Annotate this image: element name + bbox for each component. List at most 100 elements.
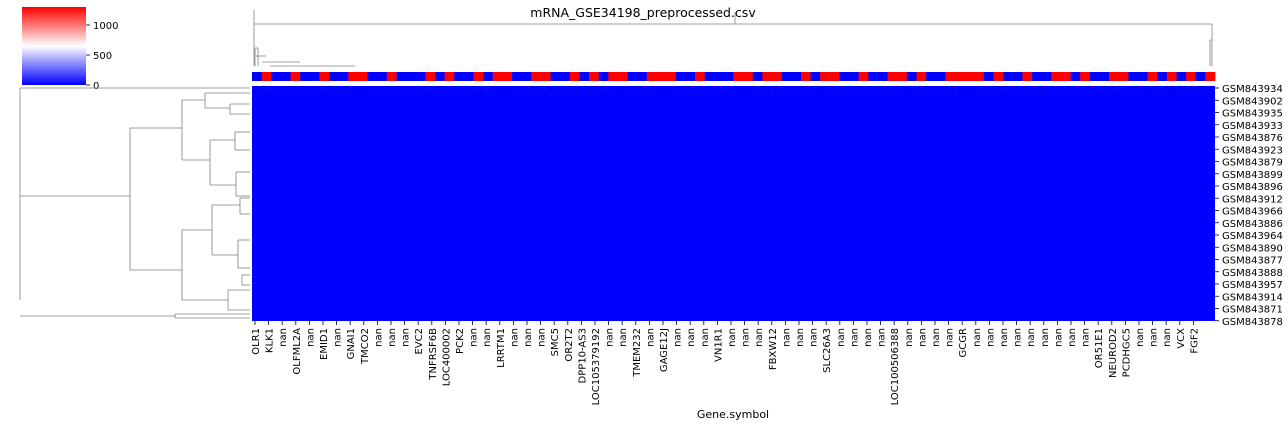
- column-label: DPP10-AS3: [577, 328, 588, 383]
- column-label: nan: [469, 328, 480, 347]
- column-label: LOC400002: [441, 328, 452, 386]
- column-label: PCDHGC5: [1121, 328, 1132, 377]
- column-color-cell: [1195, 72, 1206, 81]
- column-label: VN1R1: [713, 328, 724, 362]
- column-color-cell: [627, 72, 638, 81]
- colorbar-tick-label: 500: [93, 51, 112, 62]
- column-color-cell: [762, 72, 773, 81]
- column-label: nan: [482, 328, 493, 347]
- column-label: nan: [1013, 328, 1024, 347]
- column-label: nan: [917, 328, 928, 347]
- column-color-cell: [694, 72, 706, 81]
- colorbar-ticks: 0 500 1000: [86, 21, 118, 92]
- row-label: GSM843890: [1222, 243, 1283, 254]
- column-label: nan: [605, 328, 616, 347]
- column-color-cell: [974, 72, 985, 81]
- column-color-cell: [386, 72, 397, 81]
- column-color-cell: [521, 72, 532, 81]
- column-label: nan: [537, 328, 548, 347]
- column-color-cell: [454, 72, 465, 81]
- column-color-cell: [983, 72, 994, 81]
- column-label: VCX: [1176, 328, 1187, 349]
- column-color-cell: [781, 72, 792, 81]
- column-color-cell: [271, 72, 282, 81]
- column-label: nan: [931, 328, 942, 347]
- column-color-cell: [367, 72, 378, 81]
- column-color-cell: [810, 72, 821, 81]
- column-color-cell: [512, 72, 523, 81]
- column-color-cell: [608, 72, 619, 81]
- column-color-cell: [800, 72, 811, 81]
- column-label: nan: [1135, 328, 1146, 347]
- row-label: GSM843912: [1222, 194, 1283, 205]
- column-color-cell: [820, 72, 831, 81]
- column-label: nan: [1040, 328, 1051, 347]
- column-color-cell: [743, 72, 754, 81]
- column-color-cell: [540, 72, 551, 81]
- row-label: GSM843871: [1222, 305, 1283, 316]
- row-label: GSM843878: [1222, 317, 1283, 328]
- column-color-cell: [752, 72, 763, 81]
- column-label: nan: [795, 328, 806, 347]
- column-label: FBXW12: [768, 328, 779, 370]
- column-label: nan: [1053, 328, 1064, 347]
- row-dendrogram: [19, 87, 250, 319]
- column-color-cell: [280, 72, 291, 81]
- column-label: SMC5: [550, 328, 561, 356]
- column-label: nan: [509, 328, 520, 347]
- row-label: GSM843902: [1222, 96, 1283, 107]
- column-label: TMCO2: [360, 328, 371, 365]
- column-color-cell: [261, 72, 272, 81]
- column-label: nan: [1149, 328, 1160, 347]
- row-label: GSM843964: [1222, 231, 1283, 242]
- column-color-cell: [858, 72, 869, 81]
- column-color-cell: [704, 72, 715, 81]
- column-color-cell: [492, 72, 503, 81]
- column-label: nan: [523, 328, 534, 347]
- column-color-cell: [926, 72, 937, 81]
- column-label: TNFRSF6B: [428, 328, 439, 381]
- column-color-cell: [772, 72, 783, 81]
- colorbar: 0 500 1000: [22, 7, 118, 92]
- column-label: GNAI1: [346, 328, 357, 359]
- column-color-cell: [338, 72, 349, 81]
- column-label: GAGE12J: [659, 328, 670, 372]
- column-label: LOC100506388: [890, 328, 901, 405]
- column-label: GCGR: [958, 328, 969, 357]
- column-color-cell: [1176, 72, 1187, 81]
- column-label: OLFML2A: [292, 328, 303, 375]
- column-dendrogram: [253, 10, 1213, 67]
- column-color-cell: [579, 72, 590, 81]
- column-label: nan: [741, 328, 752, 347]
- chart-title: mRNA_GSE34198_preprocessed.csv: [530, 5, 756, 20]
- column-color-cell: [444, 72, 455, 81]
- column-label: nan: [754, 328, 765, 347]
- column-color-cell: [569, 72, 580, 81]
- row-label: GSM843914: [1222, 292, 1283, 303]
- column-label: OR2T2: [564, 328, 575, 362]
- column-color-cell: [646, 72, 657, 81]
- column-label: nan: [673, 328, 684, 347]
- column-label: FGF2: [1189, 328, 1200, 354]
- column-color-cell: [1128, 72, 1139, 81]
- column-color-cell: [897, 72, 908, 81]
- column-label: nan: [401, 328, 412, 347]
- column-label: nan: [305, 328, 316, 347]
- row-label: GSM843888: [1222, 268, 1283, 279]
- column-color-cell: [887, 72, 898, 81]
- column-label: nan: [387, 328, 398, 347]
- column-label: EVC2: [414, 328, 425, 355]
- column-label: nan: [972, 328, 983, 347]
- column-color-cell: [685, 72, 696, 81]
- column-color-cell: [550, 72, 561, 81]
- column-color-cell: [1118, 72, 1129, 81]
- column-color-cell: [252, 72, 263, 81]
- column-color-cell: [829, 72, 840, 81]
- row-label: GSM843966: [1222, 207, 1283, 218]
- column-label: nan: [781, 328, 792, 347]
- column-color-cell: [329, 72, 340, 81]
- column-color-cell: [589, 72, 600, 81]
- row-label: GSM843934: [1222, 84, 1283, 95]
- colorbar-gradient: [22, 7, 86, 85]
